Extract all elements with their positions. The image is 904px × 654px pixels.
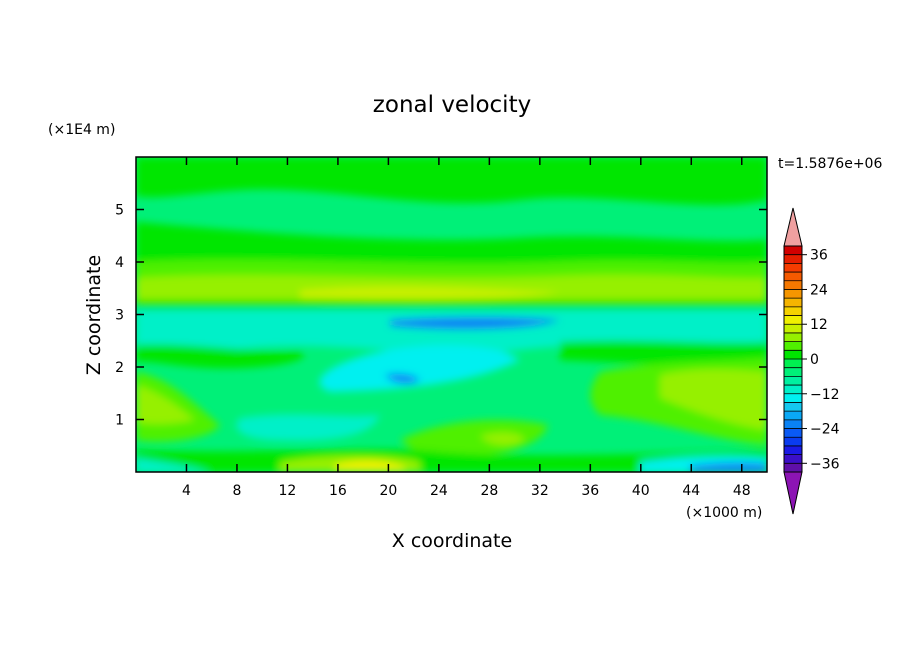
x-tick-label: 44 [682, 483, 700, 499]
y-unit-label: (×1E4 m) [48, 122, 115, 138]
y-axis-label: Z coordinate [83, 255, 105, 375]
colorbar-swatch [784, 454, 802, 464]
colorbar-swatch [784, 411, 802, 420]
x-unit-label: (×1000 m) [686, 505, 762, 521]
colorbar-swatch [784, 341, 802, 351]
colorbar-label: 36 [810, 248, 828, 264]
colorbar-swatch [784, 324, 802, 333]
colorbar-swatch [784, 306, 802, 316]
x-tick-label: 4 [182, 483, 191, 499]
contour-band [660, 369, 767, 430]
x-tick-label: 16 [329, 483, 347, 499]
x-ticks: 4 8 12 16 20 24 28 32 36 40 44 48 [182, 157, 751, 499]
y-tick-label: 4 [115, 255, 124, 271]
contour-band [319, 345, 520, 392]
contour-band [136, 157, 767, 205]
contour-band [390, 317, 560, 330]
x-tick-label: 20 [379, 483, 397, 499]
colorbar-swatch [784, 298, 802, 307]
colorbar-label: 0 [810, 352, 819, 368]
colorbar-swatch [784, 376, 802, 386]
colorbar-swatch [784, 289, 802, 299]
colorbar-swatch [784, 254, 802, 264]
y-tick-label: 2 [115, 360, 124, 376]
y-tick-label: 1 [115, 413, 124, 429]
x-tick-label: 40 [632, 483, 650, 499]
contour-band [480, 432, 525, 446]
colorbar-swatch [784, 419, 802, 429]
colorbar-label: −12 [810, 387, 840, 403]
colorbar: 36 24 12 0 −12 −24 −36 [783, 207, 840, 515]
y-tick-label: 5 [115, 203, 124, 219]
x-tick-label: 36 [581, 483, 599, 499]
colorbar-swatch [784, 428, 802, 438]
colorbar-swatch [784, 263, 802, 273]
y-tick-label: 3 [115, 308, 124, 324]
contour-band [560, 340, 767, 367]
colorbar-swatch [784, 272, 802, 281]
contour-band [690, 462, 767, 472]
colorbar-swatch [784, 393, 802, 403]
x-tick-label: 48 [733, 483, 751, 499]
colorbar-label: −24 [810, 422, 840, 438]
contour-band [335, 460, 405, 472]
x-axis-label: X coordinate [392, 530, 512, 552]
x-tick-label: 28 [480, 483, 498, 499]
colorbar-over-triangle [783, 207, 803, 247]
colorbar-swatch [784, 315, 802, 325]
contour-band [300, 286, 560, 300]
x-tick-label: 32 [531, 483, 549, 499]
chart-title: zonal velocity [373, 92, 531, 118]
contour-band [136, 385, 195, 425]
contour-band [136, 344, 304, 369]
colorbar-swatch [784, 437, 802, 446]
x-tick-label: 24 [430, 483, 448, 499]
x-tick-label: 12 [279, 483, 297, 499]
contour-band [136, 300, 767, 308]
time-label: t=1.5876e+06 [778, 156, 882, 172]
colorbar-swatch [784, 463, 802, 472]
x-tick-label: 8 [232, 483, 241, 499]
contour-band [400, 420, 548, 457]
contour-band [136, 458, 210, 472]
colorbar-swatch [784, 359, 802, 368]
contour-band [236, 414, 380, 441]
contour-band [385, 373, 420, 384]
y-ticks: 1 2 3 4 5 [115, 203, 767, 429]
colorbar-swatch [784, 385, 802, 394]
colorbar-swatch [784, 246, 802, 255]
colorbar-label: 12 [810, 317, 828, 333]
colorbar-swatch [784, 280, 802, 290]
colorbar-under-triangle [783, 471, 803, 515]
colorbar-swatch [784, 367, 802, 377]
colorbar-swatch [784, 445, 802, 455]
colorbar-label: 24 [810, 282, 828, 298]
colorbar-swatch [784, 332, 802, 342]
colorbar-swatch [784, 350, 802, 359]
contour-field [136, 157, 767, 472]
colorbar-swatch [784, 402, 802, 412]
colorbar-label: −36 [810, 456, 840, 472]
